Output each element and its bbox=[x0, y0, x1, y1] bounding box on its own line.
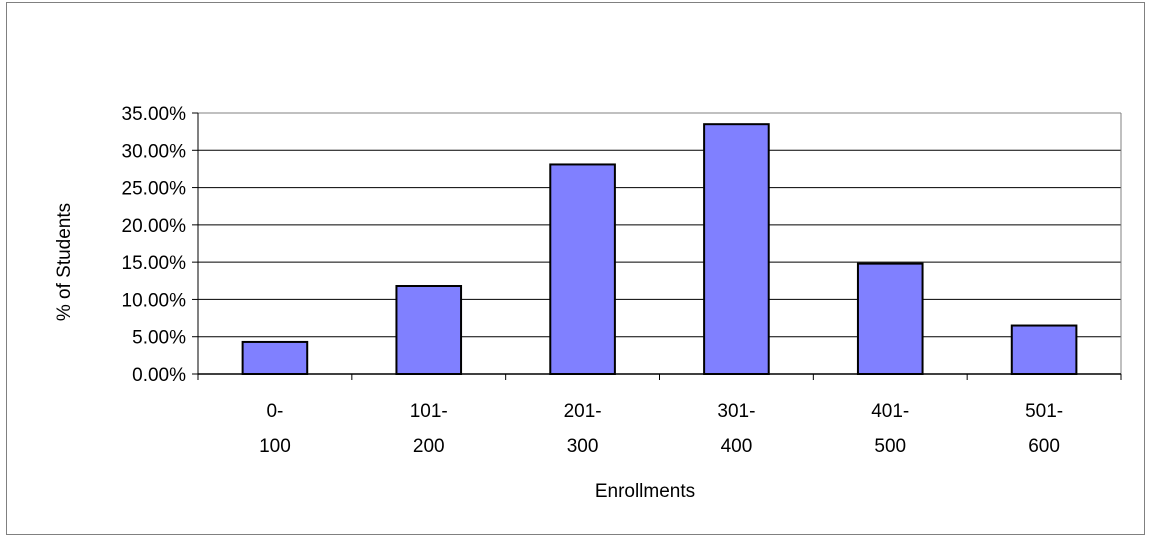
x-tick-label: 501- bbox=[1025, 401, 1063, 422]
y-axis-title: % of Students bbox=[54, 203, 75, 321]
y-tick-label: 35.00% bbox=[122, 104, 187, 125]
x-tick-label: 500 bbox=[874, 436, 906, 457]
x-tick-label: 201- bbox=[564, 401, 602, 422]
x-axis-title: Enrollments bbox=[595, 481, 695, 502]
bars bbox=[241, 123, 1078, 376]
x-tick-label: 0- bbox=[266, 401, 283, 422]
grid-lines bbox=[192, 112, 1121, 375]
bar bbox=[856, 262, 924, 375]
y-tick-label: 25.00% bbox=[122, 179, 187, 200]
y-tick-label: 30.00% bbox=[122, 141, 187, 162]
y-tick-label: 0.00% bbox=[132, 365, 186, 386]
x-tick-label: 600 bbox=[1028, 436, 1060, 457]
x-tick-labels: 0- 100 101- 200 201- 300 301- 400 401- 500 501- 600 bbox=[259, 401, 1063, 457]
bar bbox=[549, 163, 616, 375]
x-tick-label: 301- bbox=[717, 401, 755, 422]
x-tick-label: 101- bbox=[410, 401, 448, 422]
y-tick-label: 5.00% bbox=[132, 328, 186, 349]
y-tick-labels: 0.00% 5.00% 10.00% 15.00% 20.00% 25.00% 30.00%… bbox=[122, 104, 187, 386]
axes bbox=[197, 112, 1122, 380]
y-tick-label: 10.00% bbox=[122, 290, 187, 311]
bar bbox=[1010, 324, 1078, 375]
x-tick-label: 200 bbox=[413, 436, 445, 457]
bar bbox=[395, 285, 463, 375]
x-tick-label: 300 bbox=[567, 436, 599, 457]
y-tick-label: 20.00% bbox=[122, 216, 187, 237]
bar bbox=[703, 123, 770, 375]
x-tick-label: 100 bbox=[259, 436, 291, 457]
x-tick-label: 400 bbox=[721, 436, 753, 457]
bar bbox=[241, 340, 309, 376]
x-tick-label: 401- bbox=[871, 401, 909, 422]
y-tick-label: 15.00% bbox=[122, 253, 187, 274]
